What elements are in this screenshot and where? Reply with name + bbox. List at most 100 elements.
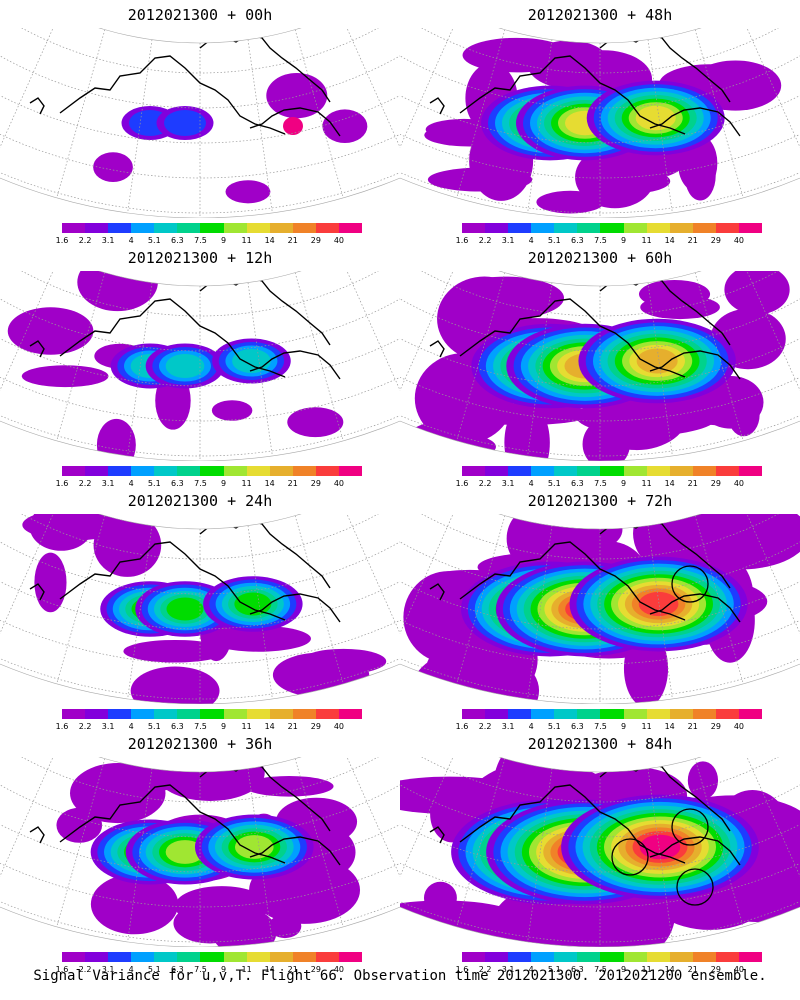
colorbar-tick-label: 3.1 — [101, 722, 115, 731]
colorbar-tick-label: 9 — [620, 479, 627, 488]
map-border — [0, 28, 400, 218]
coastlines — [429, 762, 741, 866]
forecast-map — [0, 514, 400, 704]
colorbar-swatch — [462, 952, 486, 962]
target-circle — [671, 808, 709, 846]
colorbar-tick-label: 21 — [287, 965, 298, 974]
colorbar-labels: 1.6 2.2 3.1 4 5.1 6.3 7.5 9 11 14 21 29 40 — [56, 722, 362, 732]
colorbar-tick-label: 7.5 — [594, 479, 607, 488]
variance-field — [7, 271, 344, 461]
colorbar-tick-label: 6.3 — [171, 236, 184, 245]
colorbar-swatch — [223, 223, 247, 233]
colorbar-tick-label: 1.6 — [455, 479, 469, 488]
colorbar-swatch — [62, 223, 86, 233]
colorbar-tick-label: 4 — [128, 479, 134, 488]
colorbar-swatch — [154, 952, 178, 962]
colorbar-tick-label: 14 — [264, 479, 275, 488]
colorbar-tick-label: 5.1 — [547, 965, 561, 974]
colorbar-swatch — [269, 466, 293, 476]
colorbar-swatch — [577, 223, 601, 233]
colorbar-tick-label: 14 — [264, 722, 275, 731]
colorbar-swatch — [554, 466, 578, 476]
target-circle — [671, 565, 709, 603]
colorbar-tick-label: 11 — [641, 722, 652, 731]
map-border — [0, 757, 400, 947]
colorbar-swatch — [531, 709, 555, 719]
colorbar-swatch — [646, 952, 670, 962]
colorbar-tick-label: 3.1 — [501, 479, 515, 488]
colorbar-labels: 1.6 2.2 3.1 4 5.1 6.3 7.5 9 11 14 21 29 40 — [56, 479, 362, 489]
colorbar-tick-label: 5.1 — [147, 236, 161, 245]
colorbar-tick-label: 6.3 — [571, 479, 584, 488]
forecast-map — [0, 757, 400, 947]
colorbar-tick-label: 4 — [128, 722, 134, 731]
colorbar-swatch — [62, 952, 86, 962]
colorbar-tick-label: 4 — [528, 236, 534, 245]
colorbar-tick-label: 2.2 — [78, 722, 92, 731]
colorbar-tick-label: 7.5 — [194, 479, 207, 488]
variance-contour — [322, 109, 368, 144]
variance-contour — [724, 271, 790, 315]
colorbar-swatch — [715, 223, 739, 233]
colorbar — [462, 223, 763, 233]
variance-contour — [268, 914, 302, 939]
target-circle — [611, 838, 649, 876]
colorbar-tick-label: 5.1 — [547, 236, 561, 245]
colorbar-swatch — [269, 709, 293, 719]
colorbar-swatch — [692, 223, 716, 233]
colorbar-swatch — [292, 466, 316, 476]
colorbar-swatch — [715, 952, 739, 962]
colorbar-tick-label: 29 — [710, 722, 721, 731]
colorbar-tick-label: 4 — [528, 479, 534, 488]
colorbar-tick-label: 29 — [310, 965, 321, 974]
colorbar-tick-label: 5.1 — [147, 479, 161, 488]
variance-contour — [166, 597, 204, 621]
colorbar-swatch — [85, 223, 109, 233]
colorbar-swatch — [531, 952, 555, 962]
colorbar-swatch — [292, 952, 316, 962]
colorbar — [462, 709, 763, 719]
colorbar-tick-label: 3.1 — [501, 722, 515, 731]
variance-contour — [244, 775, 334, 797]
colorbar-tick-label: 3.1 — [101, 965, 115, 974]
variance-maximum — [283, 117, 303, 135]
colorbar-tick-label: 40 — [733, 965, 745, 974]
panel-title: 2012021300 + 60h — [527, 249, 673, 267]
colorbar-swatch — [646, 223, 670, 233]
colorbar-swatch — [338, 466, 363, 476]
colorbar-tick-label: 1.6 — [55, 965, 69, 974]
colorbar-swatch — [600, 466, 624, 476]
variance-contour — [90, 873, 179, 935]
variance-contour — [639, 834, 681, 860]
colorbar-swatch — [600, 952, 624, 962]
colorbar-swatch — [554, 952, 578, 962]
colorbar-swatch — [62, 466, 86, 476]
colorbar-swatch — [200, 709, 224, 719]
colorbar-tick-label: 2.2 — [78, 236, 92, 245]
variance-contour — [411, 421, 476, 445]
map-border — [400, 757, 800, 947]
variance-field — [400, 757, 800, 947]
colorbar-swatch — [315, 952, 339, 962]
colorbar-tick-label: 6.3 — [171, 722, 184, 731]
colorbar-tick-label: 2.2 — [478, 965, 492, 974]
colorbar-swatch — [131, 952, 155, 962]
colorbar-swatch — [485, 466, 509, 476]
variance-contour — [155, 757, 265, 801]
colorbar-tick-label: 14 — [264, 965, 275, 974]
colorbar-tick-label: 1.6 — [55, 479, 69, 488]
colorbar-labels: 1.6 2.2 3.1 4 5.1 6.3 7.5 9 11 14 21 29 40 — [456, 479, 762, 489]
colorbar — [62, 466, 363, 476]
map-panel-84h: 2012021300 + 84h 1.6 2.2 3.1 4 5.1 6.3 7.5 9 11 1… — [400, 729, 800, 979]
colorbar-tick-label: 40 — [733, 479, 745, 488]
colorbar-swatch — [338, 223, 363, 233]
colorbar-swatch — [485, 709, 509, 719]
colorbar-swatch — [623, 466, 647, 476]
colorbar-tick-label: 9 — [620, 965, 627, 974]
colorbar-tick-label: 21 — [287, 236, 298, 245]
colorbar-tick-label: 6.3 — [571, 722, 584, 731]
target-circle — [676, 868, 714, 906]
colorbar-tick-label: 6.3 — [571, 965, 584, 974]
forecast-map — [400, 514, 800, 704]
colorbar-swatch — [85, 709, 109, 719]
